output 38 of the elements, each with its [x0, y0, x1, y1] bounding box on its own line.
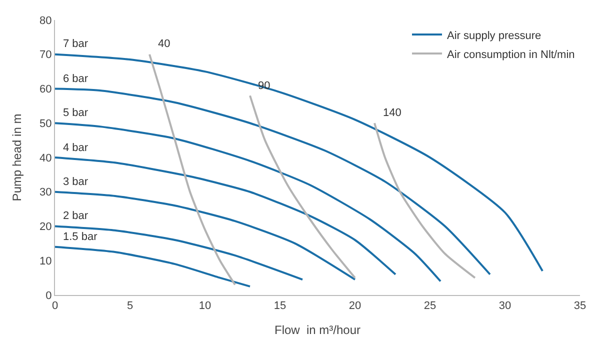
line-series [55, 190, 356, 281]
y-tick-label: 20 [40, 221, 52, 234]
annotation: 4 bar [63, 142, 88, 154]
annotation: 140 [383, 107, 402, 119]
x-tick-label: 10 [198, 300, 212, 312]
x-tick-label: 25 [424, 300, 436, 312]
y-tick-label: 10 [40, 255, 52, 268]
line-series [249, 94, 356, 279]
line-series [55, 88, 491, 276]
y-tick-label: 80 [40, 14, 52, 27]
y-tick-label: 50 [40, 118, 52, 130]
line-series [55, 246, 251, 288]
x-tick-label: 35 [574, 300, 586, 312]
line-series [374, 122, 476, 279]
annotation: 1.5 bar [63, 231, 98, 243]
annotation: 40 [158, 38, 170, 50]
annotation: 2 bar [63, 210, 88, 222]
legend-label: Air supply pressure [447, 30, 542, 42]
x-axis-title: Flow in m³/hour [274, 323, 361, 337]
line-series [55, 156, 396, 276]
y-tick-label: 0 [46, 290, 52, 302]
x-tick-label: 20 [348, 300, 362, 312]
line-series [55, 122, 442, 282]
annotation: 5 bar [63, 107, 88, 119]
y-tick-label: 40 [40, 152, 52, 164]
y-tick-label: 70 [40, 49, 52, 62]
annotation: 3 bar [63, 176, 88, 188]
y-tick-label: 30 [40, 186, 52, 199]
line-series [55, 225, 304, 281]
line-series [148, 53, 236, 286]
x-tick-label: 15 [274, 300, 286, 312]
x-tick-label: 30 [498, 300, 512, 312]
annotation: 7 bar [63, 38, 88, 50]
x-tick-label: 5 [126, 300, 134, 312]
legend-label: Air consumption in Nlt/min [447, 48, 575, 61]
annotation: 6 bar [63, 73, 88, 85]
y-tick-label: 60 [40, 84, 52, 96]
y-axis-title: Pump head in m [10, 114, 24, 202]
